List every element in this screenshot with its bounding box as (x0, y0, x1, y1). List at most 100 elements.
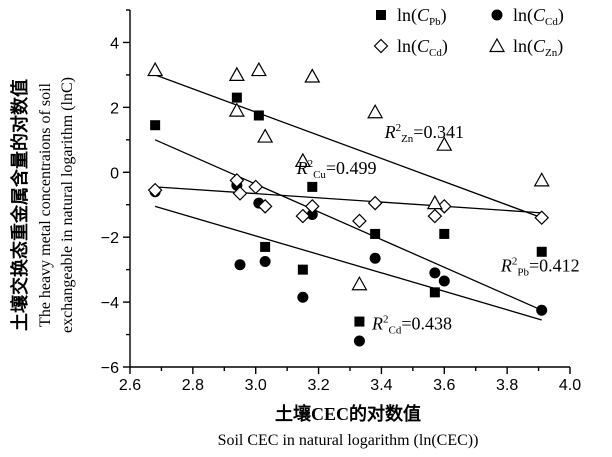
legend-label-zn-part: ) (557, 36, 563, 57)
legend-marker-pb (376, 10, 386, 20)
legend-label-cu: ln(CCd) (397, 36, 448, 59)
legend-label-pb-part: Pb (429, 16, 441, 28)
legend-label-cu-part: ln( (397, 36, 417, 57)
x-tick-label: 3.4 (370, 377, 392, 394)
point-pb (297, 264, 308, 275)
r2-label-cd-part: =0.438 (401, 314, 452, 334)
trend-line-cd (154, 205, 542, 321)
y-tick-label: 0 (110, 165, 119, 182)
point-zn (228, 66, 245, 82)
y-tick-label: −2 (101, 230, 119, 247)
point-zn (426, 194, 443, 210)
x-tick-label: 2.6 (119, 377, 141, 394)
legend-label-cd-part: ln( (513, 5, 533, 26)
x-tick-label: 3.2 (307, 377, 329, 394)
r2-label-zn: R2Zn=0.341 (384, 122, 464, 145)
point-zn (351, 276, 368, 291)
point-zn (228, 102, 245, 117)
point-cu (257, 199, 273, 214)
r2-label-cu: R2Cu=0.499 (296, 158, 377, 181)
r2-label-cd-part: R (371, 314, 383, 334)
point-cu (232, 186, 248, 201)
point-cu (304, 199, 320, 214)
y-axis-title-en-line1: The heavy metal concentraions of soil (37, 82, 54, 326)
legend-label-cu-part: Cd (429, 47, 442, 59)
trend-line-pb (154, 139, 542, 311)
r2-label-zn-part: R (384, 122, 396, 142)
legend-label-cu-part: ) (442, 36, 448, 57)
point-zn (367, 104, 384, 119)
point-cu (295, 208, 311, 224)
r2-label-cd-part: Cd (389, 325, 402, 337)
point-pb (439, 228, 450, 239)
point-cu (229, 173, 245, 188)
point-zn (147, 61, 164, 77)
axes: 2.6 2.8 3.0 3.2 3.4 3.6 3.8 4.0 −6 −4 −2 0 2 4 (101, 9, 581, 394)
y-tick-label: 4 (110, 35, 119, 52)
r2-label-zn-part: Zn (401, 133, 414, 145)
legend-label-pb-part: ln( (397, 5, 417, 26)
point-zn (436, 136, 453, 151)
r2-label-pb: R2Pb=0.412 (500, 255, 580, 278)
point-cd (536, 304, 548, 316)
point-pb (231, 92, 242, 103)
trend-line-zn (154, 74, 542, 219)
legend-label-zn-part: C (533, 36, 546, 56)
r2-label-cu-part: Cu (313, 169, 326, 181)
point-pb (150, 120, 161, 131)
y-tick-label: 2 (110, 100, 119, 117)
legend-label-cd-part: Cd (545, 16, 558, 28)
point-pb (307, 181, 318, 192)
x-axis-title-cn: 土壤CEC的对数值 (275, 403, 421, 424)
r2-label-pb-part: 2 (512, 255, 518, 267)
y-axis-title-cn: 土壤交换态重金属含量的对数值 (9, 79, 30, 331)
point-cu (427, 208, 443, 224)
point-pb (370, 228, 381, 239)
point-zn (304, 68, 321, 83)
point-pb (354, 316, 365, 327)
point-cu (147, 182, 163, 198)
plot-area (147, 61, 550, 347)
legend-label-zn: ln(CZn) (513, 36, 563, 59)
point-cd (353, 335, 365, 347)
point-pb (429, 287, 440, 298)
legend-marker-zn (488, 37, 506, 53)
x-axis-title-en: Soil CEC in natural logarithm (ln(CEC)) (218, 432, 479, 449)
legend-marker-cu (373, 38, 389, 54)
legend-label-cd-part: C (533, 5, 546, 25)
point-zn (250, 61, 267, 77)
point-cd (297, 291, 309, 303)
y-tick-label: −4 (101, 295, 119, 312)
legend: ln(CPb) ln(CCd)ln(CCd) ln(CZn) (373, 5, 564, 59)
x-tick-label: 3.6 (433, 377, 455, 394)
point-cd (234, 259, 246, 271)
legend-label-cu-part: C (417, 36, 430, 56)
x-tick-label: 3.0 (245, 377, 267, 394)
point-cd (306, 208, 318, 220)
r2-label-cu-part: R (296, 158, 308, 178)
point-cd (429, 267, 441, 279)
legend-label-cd: ln(CCd) (513, 5, 564, 28)
point-pb (253, 110, 264, 121)
legend-label-pb-part: C (417, 5, 430, 25)
legend-label-pb: ln(CPb) (397, 5, 447, 28)
r2-label-zn-part: =0.341 (413, 122, 464, 142)
point-cu (534, 210, 550, 226)
r2-label-cd-part: 2 (383, 314, 389, 326)
r2-label-zn-part: 2 (396, 122, 402, 134)
point-zn (533, 172, 550, 187)
trend-line-cu (155, 186, 542, 214)
x-tick-label: 4.0 (559, 377, 581, 394)
legend-label-zn-part: Zn (545, 47, 558, 59)
x-tick-label: 3.8 (496, 377, 518, 394)
r2-label-cu-part: 2 (308, 158, 314, 170)
r2-label-cd: R2Cd=0.438 (371, 314, 452, 337)
r2-label-pb-part: =0.412 (529, 255, 580, 275)
point-cd (438, 275, 450, 287)
legend-label-pb-part: ) (441, 5, 447, 26)
r2-label-cu-part: =0.499 (326, 158, 377, 178)
y-axis-title-en-line2: exchangeable in natural logarithm (lnC) (59, 77, 76, 333)
point-pb (260, 241, 271, 252)
